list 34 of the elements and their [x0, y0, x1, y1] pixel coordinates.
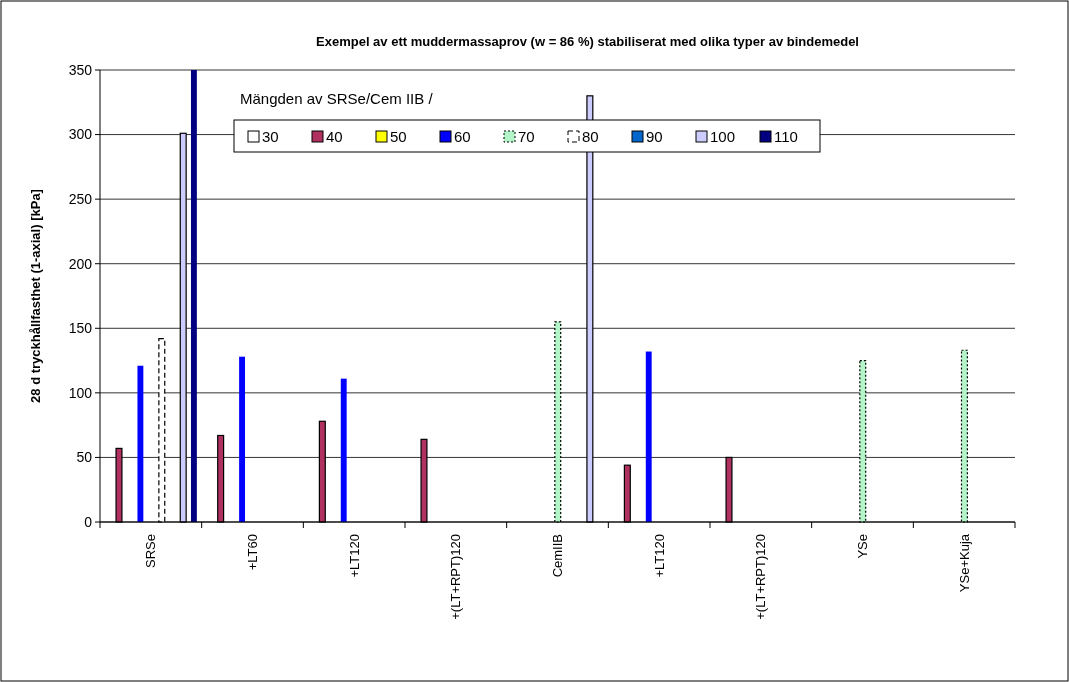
chart-title: Exempel av ett muddermassaprov (w = 86 %) stabiliserat med olika typer av bindemedel	[316, 34, 859, 49]
x-tick-label: YSe+Kuja	[956, 533, 972, 593]
legend-label: 110	[774, 128, 798, 146]
bar	[137, 365, 144, 522]
bar	[340, 378, 347, 522]
x-tick-label: +LT60	[245, 534, 261, 571]
legend-label: 50	[390, 128, 407, 146]
legend-label: 70	[518, 128, 535, 146]
y-tick-label: 200	[68, 255, 93, 272]
bar	[190, 70, 197, 522]
y-tick-label: 350	[68, 61, 93, 78]
x-tick-label: +LT120	[346, 534, 362, 578]
bar	[239, 356, 246, 522]
legend-label: 40	[326, 128, 343, 146]
y-tick-label: 100	[68, 384, 93, 401]
x-tick-label: +(LT+RPT)120	[448, 534, 464, 620]
legend-title: Mängden av SRSe/Cem IIB /	[240, 90, 434, 107]
x-tick-label: YSe	[855, 534, 871, 559]
x-tick-label: +(LT+RPT)120	[753, 534, 769, 620]
legend-label: 60	[454, 128, 471, 146]
y-tick-label: 0	[84, 513, 93, 530]
y-tick-label: 150	[68, 320, 93, 337]
y-tick-label: 250	[68, 191, 93, 208]
x-tick-label: SRSe	[143, 534, 159, 568]
legend-label: 80	[582, 128, 599, 146]
legend-label: 90	[646, 128, 663, 146]
legend-label: 30	[262, 128, 279, 146]
x-tick-label: +LT120	[651, 534, 667, 578]
legend-label: 100	[710, 128, 736, 146]
y-axis-title: 28 d tryckhållfasthet (1-axial) [kPa]	[28, 189, 43, 403]
x-tick-label: CemIIB	[550, 534, 566, 578]
bar	[645, 351, 652, 522]
y-tick-label: 300	[68, 126, 93, 143]
y-tick-label: 50	[76, 449, 93, 466]
